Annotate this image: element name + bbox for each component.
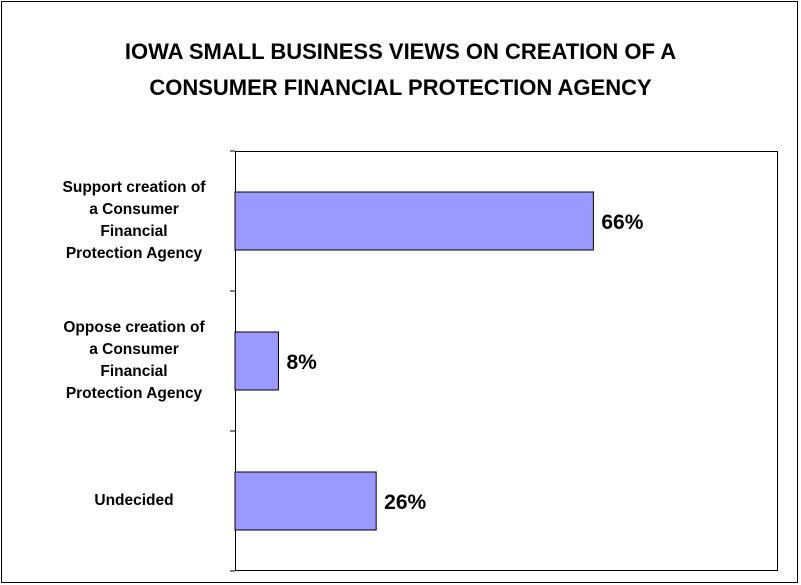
category-label-line: Oppose creation of [63, 319, 205, 336]
category-label-line: Protection Agency [65, 245, 203, 262]
category-label-line: Support creation of [62, 179, 206, 196]
category-label-line: Protection Agency [65, 385, 203, 402]
data-label: 8% [286, 351, 317, 374]
data-label: 26% [384, 491, 426, 514]
data-label: 66% [601, 211, 643, 234]
category-label: Oppose creation of a Consumer Financial Pro… [38, 317, 230, 405]
category-label-line: a Consumer [89, 341, 179, 358]
chart-title: IOWA SMALL BUSINESS VIEWS ON CREATION OF… [0, 34, 801, 106]
category-label-line: Financial [100, 223, 168, 240]
bar [234, 331, 279, 391]
chart-title-line-2: CONSUMER FINANCIAL PROTECTION AGENCY [149, 75, 652, 100]
category-label-line: Financial [100, 363, 168, 380]
category-label: Undecided [38, 490, 230, 512]
chart-title-line-1: IOWA SMALL BUSINESS VIEWS ON CREATION OF… [124, 39, 677, 64]
category-label-line: a Consumer [89, 201, 179, 218]
category-label: Support creation of a Consumer Financial Pr… [38, 177, 230, 265]
bar [234, 191, 594, 251]
bar [234, 471, 377, 531]
category-label-line: Undecided [94, 492, 174, 509]
